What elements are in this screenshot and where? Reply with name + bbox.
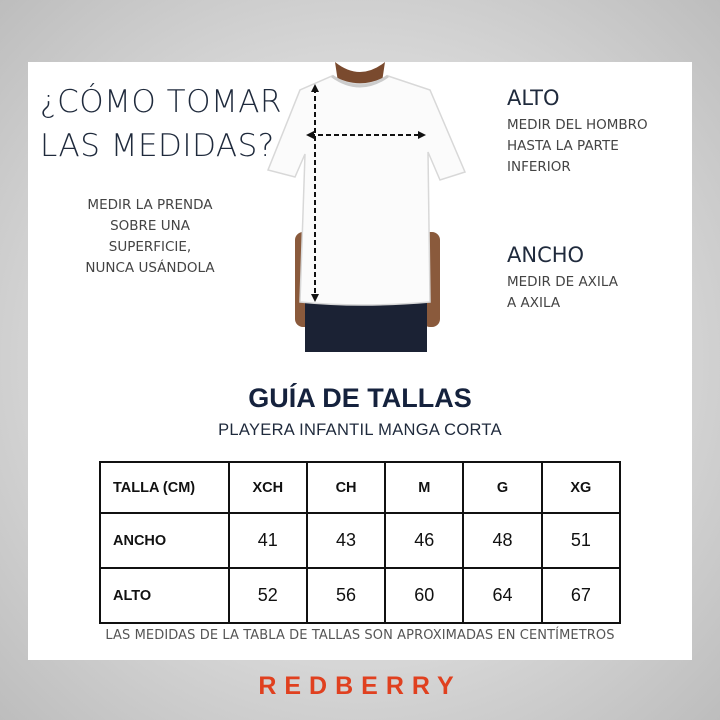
table-cell: 67 — [540, 567, 622, 624]
table-cell: 56 — [305, 567, 387, 624]
table-cell: 41 — [227, 512, 308, 569]
child-tshirt-image — [266, 62, 467, 352]
guide-title: GUÍA DE TALLAS — [248, 383, 472, 413]
header-cell: G — [462, 461, 543, 514]
ancho-description: MEDIR DE AXILA A AXILA — [507, 274, 618, 311]
table-header-row: TALLA (CM) XCH CH M G XG — [99, 461, 622, 514]
table-cell: 46 — [384, 512, 465, 569]
ancho-title: ANCHO — [507, 243, 585, 267]
table-row: ANCHO 41 43 46 48 51 — [99, 512, 622, 569]
table-cell: 48 — [462, 512, 543, 569]
header-cell: CH — [305, 461, 387, 514]
row-label: ANCHO — [99, 512, 230, 569]
table-cell: 60 — [384, 567, 465, 624]
guide-subtitle: PLAYERA INFANTIL MANGA CORTA — [218, 421, 502, 439]
table-cell: 43 — [305, 512, 387, 569]
table-cell: 64 — [462, 567, 543, 624]
table-row: ALTO 52 56 60 64 67 — [99, 567, 622, 624]
header-cell: XG — [540, 461, 622, 514]
size-table: TALLA (CM) XCH CH M G XG ANCHO 41 43 46 … — [99, 461, 622, 624]
how-to-measure-title: ¿CÓMO TOMAR LAS MEDIDAS? — [40, 84, 282, 164]
measure-note: MEDIR LA PRENDA SOBRE UNA SUPERFICIE, NU… — [85, 197, 215, 276]
header-cell: TALLA (CM) — [99, 461, 230, 514]
table-cell: 52 — [227, 567, 308, 624]
row-label: ALTO — [99, 567, 230, 624]
alto-description: MEDIR DEL HOMBRO HASTA LA PARTE INFERIOR — [507, 117, 648, 175]
footnote: LAS MEDIDAS DE LA TABLA DE TALLAS SON AP… — [105, 628, 615, 643]
brand-logo: REDBERRY — [258, 672, 462, 700]
table-cell: 51 — [540, 512, 622, 569]
header-cell: M — [384, 461, 465, 514]
header-cell: XCH — [227, 461, 308, 514]
alto-title: ALTO — [507, 86, 560, 110]
